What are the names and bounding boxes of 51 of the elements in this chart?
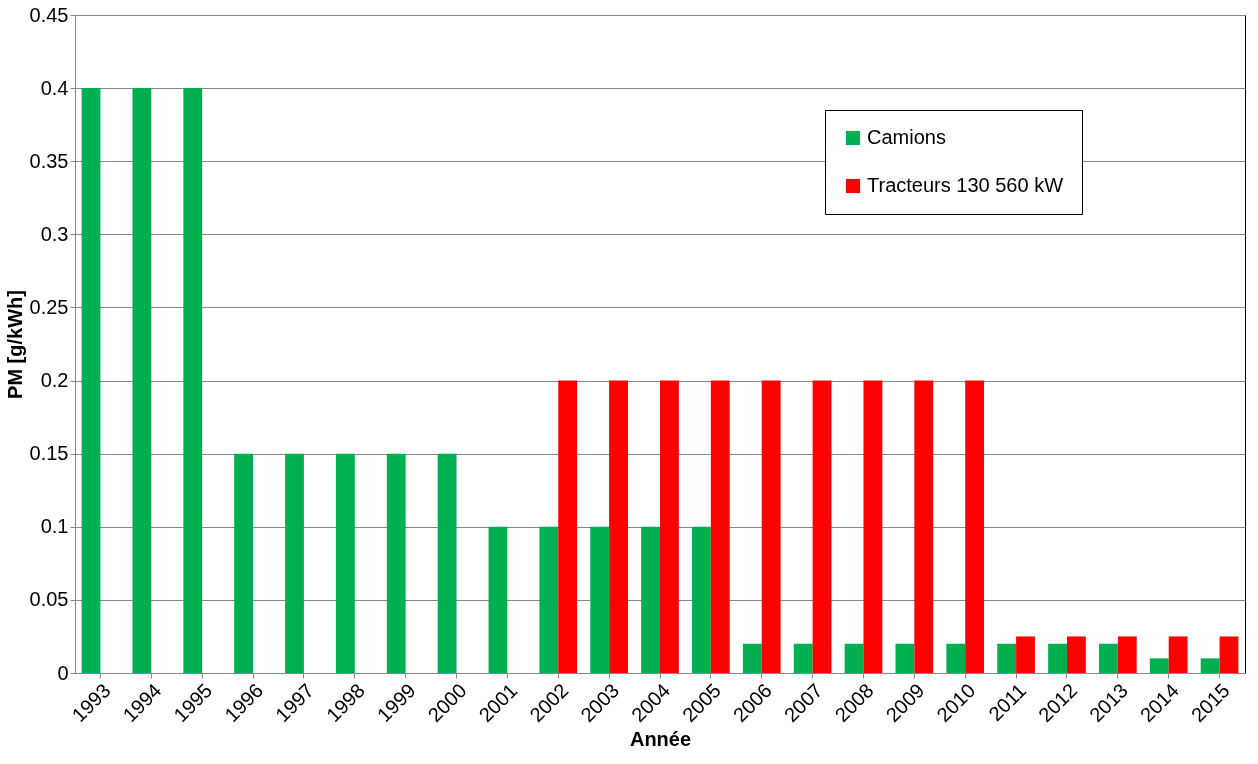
y-tick-label: 0.45 xyxy=(29,3,69,26)
y-axis-title: PM [g/kWh] xyxy=(3,290,26,399)
bar xyxy=(285,453,304,673)
y-tick-label: 0.05 xyxy=(29,588,69,611)
bar xyxy=(812,380,832,673)
bar xyxy=(761,380,781,673)
bar xyxy=(965,380,985,673)
bar xyxy=(437,453,457,673)
bar xyxy=(1200,658,1220,673)
bar xyxy=(946,643,966,673)
bar xyxy=(81,88,101,673)
bar xyxy=(132,88,152,673)
bar xyxy=(660,380,679,673)
bar xyxy=(386,453,406,673)
bar xyxy=(1098,643,1118,673)
bar xyxy=(710,380,730,673)
bar xyxy=(895,643,915,673)
bar xyxy=(539,526,559,673)
bar xyxy=(558,380,578,673)
y-tick-label: 0.2 xyxy=(40,369,69,392)
bar xyxy=(590,526,610,673)
bar xyxy=(234,453,254,673)
bar xyxy=(914,380,934,673)
y-tick-label: 0.15 xyxy=(29,442,69,465)
y-tick-label: 0.1 xyxy=(40,515,69,538)
y-tick-label: 0.4 xyxy=(40,76,69,99)
x-axis-title: Année xyxy=(629,728,692,751)
bar xyxy=(1149,658,1169,673)
legend-label: Tracteurs 130 560 kW xyxy=(867,174,1064,196)
bar xyxy=(1066,636,1086,673)
bar xyxy=(641,526,660,673)
bar xyxy=(183,88,203,673)
y-tick-label: 0.3 xyxy=(40,222,69,245)
bar xyxy=(997,643,1017,673)
y-tick-label: 0.35 xyxy=(29,149,69,172)
bar xyxy=(793,643,813,673)
y-tick-label: 0 xyxy=(57,661,69,684)
bar xyxy=(1048,643,1067,673)
bar xyxy=(1168,636,1188,673)
bar xyxy=(488,526,508,673)
bar xyxy=(692,526,711,673)
bar xyxy=(1219,636,1239,673)
bar xyxy=(844,643,864,673)
bar xyxy=(1117,636,1137,673)
legend-label: Camions xyxy=(867,126,946,148)
bar xyxy=(742,643,762,673)
bar xyxy=(1016,636,1035,673)
bar xyxy=(863,380,883,673)
bar xyxy=(609,380,628,673)
bar xyxy=(335,453,355,673)
y-tick-label: 0.25 xyxy=(29,295,69,318)
